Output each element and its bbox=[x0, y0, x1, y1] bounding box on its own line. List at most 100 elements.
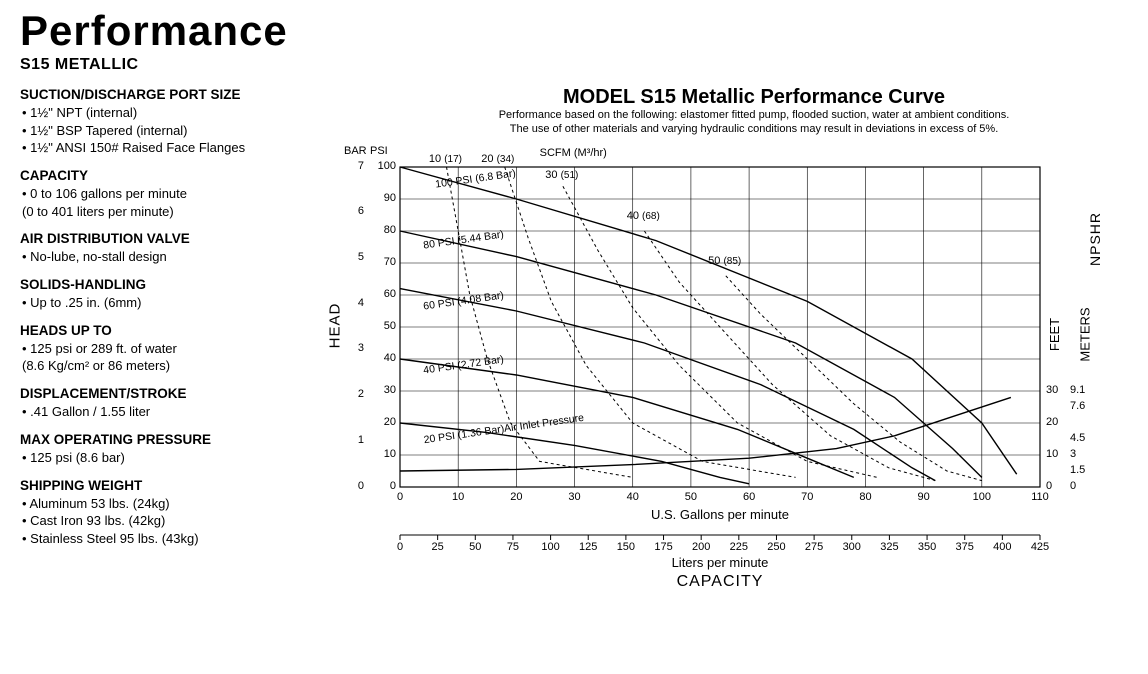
chart-stage: 0102030405060708090100110010203040506070… bbox=[320, 137, 1110, 637]
capacity-title: CAPACITY bbox=[400, 573, 1040, 591]
x-lpm-tick: 50 bbox=[461, 541, 489, 553]
spec-heading: AIR DISTRIBUTION VALVE bbox=[20, 230, 320, 248]
npshr-label: NPSHR bbox=[1087, 211, 1103, 265]
y-psi-tick: 0 bbox=[372, 480, 396, 492]
chart-subtitle-1: Performance based on the following: elas… bbox=[380, 109, 1128, 123]
r-meters-tick: 3 bbox=[1070, 448, 1076, 460]
x-lpm-tick: 100 bbox=[537, 541, 565, 553]
r-feet-tick: 0 bbox=[1046, 480, 1052, 492]
spec-item: 1½" ANSI 150# Raised Face Flanges bbox=[22, 139, 320, 157]
r-feet-tick: 20 bbox=[1046, 416, 1058, 428]
scfm-header: SCFM (M³/hr) bbox=[540, 147, 607, 159]
x-gpm-tick: 50 bbox=[679, 491, 703, 503]
x-lpm-tick: 125 bbox=[574, 541, 602, 553]
x-gpm-tick: 110 bbox=[1028, 491, 1052, 503]
r-meters-tick: 4.5 bbox=[1070, 432, 1085, 444]
spec-item: 125 psi (8.6 bar) bbox=[22, 449, 320, 467]
spec-heading: SOLIDS-HANDLING bbox=[20, 276, 320, 294]
specs-column: SUCTION/DISCHARGE PORT SIZE1½" NPT (inte… bbox=[20, 86, 320, 557]
r-meters-tick: 9.1 bbox=[1070, 384, 1085, 396]
scfm-curve-label: 20 (34) bbox=[481, 153, 514, 165]
x-gpm-tick: 0 bbox=[388, 491, 412, 503]
spec-item: (0 to 401 liters per minute) bbox=[22, 203, 320, 221]
chart-subtitle-2: The use of other materials and varying h… bbox=[380, 123, 1128, 137]
x-gpm-tick: 40 bbox=[621, 491, 645, 503]
x-gpm-tick: 20 bbox=[504, 491, 528, 503]
spec-item: Stainless Steel 95 lbs. (43kg) bbox=[22, 530, 320, 548]
meters-label: METERS bbox=[1078, 307, 1093, 361]
y-psi-tick: 90 bbox=[372, 192, 396, 204]
chart-title: MODEL S15 Metallic Performance Curve bbox=[380, 86, 1128, 109]
x-gpm-tick: 100 bbox=[970, 491, 994, 503]
x-gpm-tick: 70 bbox=[795, 491, 819, 503]
x-lpm-tick: 300 bbox=[838, 541, 866, 553]
spec-item: 125 psi or 289 ft. of water bbox=[22, 340, 320, 358]
x-gpm-tick: 60 bbox=[737, 491, 761, 503]
y-bar-tick: 3 bbox=[348, 342, 364, 354]
x-lpm-tick: 400 bbox=[988, 541, 1016, 553]
page-title: Performance bbox=[20, 10, 1128, 52]
spec-heading: DISPLACEMENT/STROKE bbox=[20, 385, 320, 403]
x-lpm-tick: 325 bbox=[875, 541, 903, 553]
x-lpm-tick: 375 bbox=[951, 541, 979, 553]
x-lpm-tick: 175 bbox=[650, 541, 678, 553]
x-gpm-tick: 10 bbox=[446, 491, 470, 503]
spec-item: Aluminum 53 lbs. (24kg) bbox=[22, 495, 320, 513]
x-lpm-tick: 75 bbox=[499, 541, 527, 553]
y-psi-tick: 100 bbox=[372, 160, 396, 172]
r-meters-tick: 0 bbox=[1070, 480, 1076, 492]
page-subtitle: S15 METALLIC bbox=[20, 56, 1128, 74]
x-lpm-tick: 225 bbox=[725, 541, 753, 553]
spec-item: 1½" BSP Tapered (internal) bbox=[22, 122, 320, 140]
y-psi-tick: 80 bbox=[372, 224, 396, 236]
y-psi-tick: 70 bbox=[372, 256, 396, 268]
scfm-curve-label: 40 (68) bbox=[627, 210, 660, 222]
r-feet-tick: 10 bbox=[1046, 448, 1058, 460]
y-bar-tick: 2 bbox=[348, 388, 364, 400]
head-axis-label: HEAD bbox=[326, 302, 343, 348]
x-lpm-tick: 350 bbox=[913, 541, 941, 553]
x-lpm-tick: 0 bbox=[386, 541, 414, 553]
y-bar-tick: 1 bbox=[348, 434, 364, 446]
spec-heading: MAX OPERATING PRESSURE bbox=[20, 431, 320, 449]
y-psi-tick: 50 bbox=[372, 320, 396, 332]
chart-block: MODEL S15 Metallic Performance Curve Per… bbox=[320, 86, 1128, 637]
y-bar-tick: 5 bbox=[348, 251, 364, 263]
x-lpm-title: Liters per minute bbox=[400, 555, 1040, 570]
y-bar-tick: 7 bbox=[348, 160, 364, 172]
spec-heading: CAPACITY bbox=[20, 167, 320, 185]
x-lpm-tick: 150 bbox=[612, 541, 640, 553]
scfm-curve-label: 30 (51) bbox=[545, 169, 578, 181]
x-gpm-title: U.S. Gallons per minute bbox=[400, 507, 1040, 522]
x-lpm-tick: 200 bbox=[687, 541, 715, 553]
spec-heading: SUCTION/DISCHARGE PORT SIZE bbox=[20, 86, 320, 104]
x-gpm-tick: 80 bbox=[853, 491, 877, 503]
y-psi-tick: 20 bbox=[372, 416, 396, 428]
x-lpm-tick: 275 bbox=[800, 541, 828, 553]
y-psi-tick: 40 bbox=[372, 352, 396, 364]
y-psi-tick: 60 bbox=[372, 288, 396, 300]
spec-item: Up to .25 in. (6mm) bbox=[22, 294, 320, 312]
x-lpm-tick: 250 bbox=[762, 541, 790, 553]
spec-item: 0 to 106 gallons per minute bbox=[22, 185, 320, 203]
bar-header: BAR bbox=[344, 145, 367, 157]
spec-heading: HEADS UP TO bbox=[20, 322, 320, 340]
y-psi-tick: 30 bbox=[372, 384, 396, 396]
x-lpm-tick: 425 bbox=[1026, 541, 1054, 553]
y-psi-tick: 10 bbox=[372, 448, 396, 460]
spec-item: (8.6 Kg/cm² or 86 meters) bbox=[22, 357, 320, 375]
x-lpm-tick: 25 bbox=[424, 541, 452, 553]
feet-label: FEET bbox=[1047, 317, 1062, 350]
y-bar-tick: 6 bbox=[348, 205, 364, 217]
y-bar-tick: 0 bbox=[348, 480, 364, 492]
spec-heading: SHIPPING WEIGHT bbox=[20, 477, 320, 495]
psi-header: PSI bbox=[370, 145, 388, 157]
spec-item: 1½" NPT (internal) bbox=[22, 104, 320, 122]
spec-item: .41 Gallon / 1.55 liter bbox=[22, 403, 320, 421]
y-bar-tick: 4 bbox=[348, 297, 364, 309]
r-meters-tick: 1.5 bbox=[1070, 464, 1085, 476]
r-feet-tick: 30 bbox=[1046, 384, 1058, 396]
x-gpm-tick: 90 bbox=[912, 491, 936, 503]
x-gpm-tick: 30 bbox=[563, 491, 587, 503]
r-meters-tick: 7.6 bbox=[1070, 400, 1085, 412]
